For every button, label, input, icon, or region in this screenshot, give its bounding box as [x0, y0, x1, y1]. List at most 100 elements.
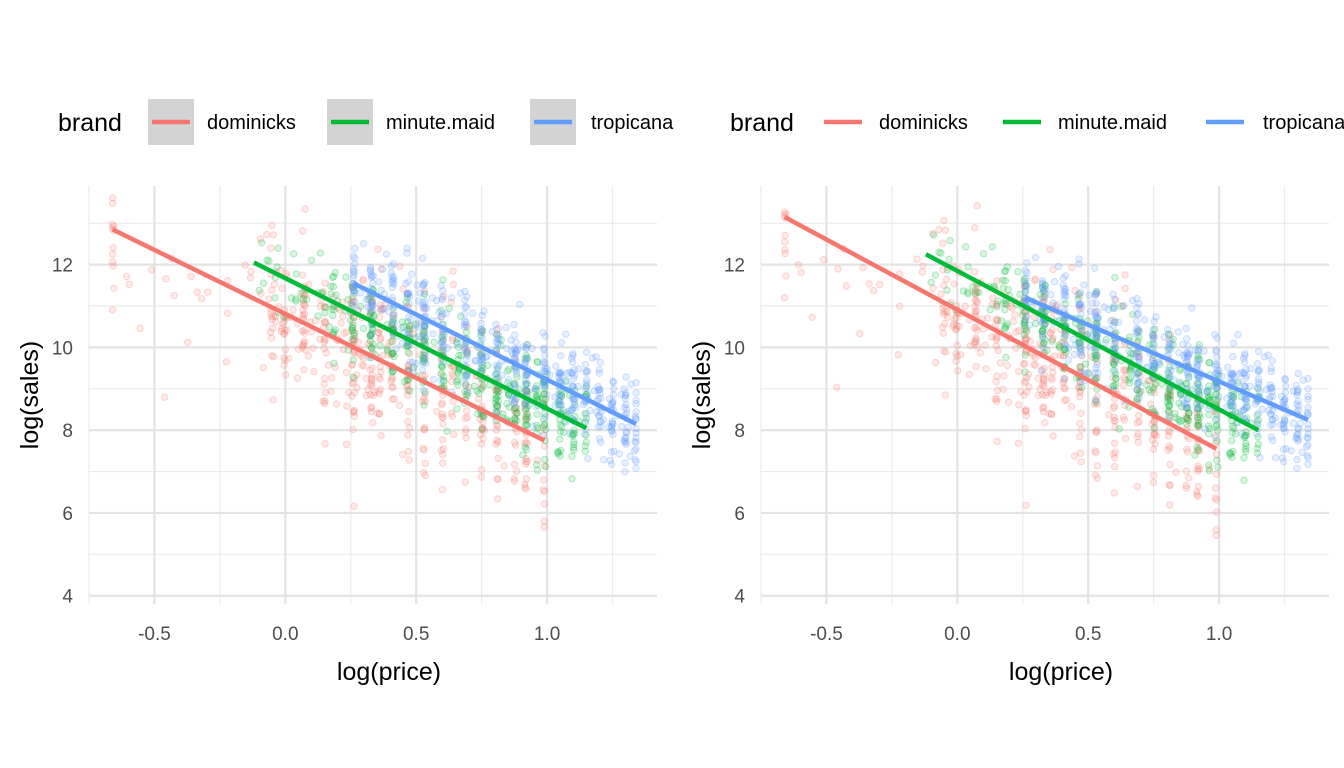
point-dominicks: [981, 341, 989, 350]
point-dominicks: [280, 329, 288, 337]
point-dominicks: [350, 412, 359, 420]
point-dominicks: [449, 267, 457, 275]
point-dominicks: [1015, 401, 1023, 409]
point-dominicks: [522, 411, 531, 420]
point-dominicks: [348, 379, 356, 388]
point-tropicana: [435, 308, 443, 316]
point-dominicks: [521, 439, 529, 448]
point-minute.maid: [473, 410, 482, 418]
point-dominicks: [108, 306, 117, 314]
point-dominicks: [1133, 482, 1142, 491]
point-tropicana: [420, 289, 428, 298]
point-minute.maid: [570, 446, 578, 454]
point-minute.maid: [383, 347, 392, 355]
point-dominicks: [368, 364, 376, 372]
point-dominicks: [320, 380, 328, 388]
point-dominicks: [350, 408, 358, 416]
point-minute.maid: [419, 330, 427, 338]
point-minute.maid: [492, 331, 501, 339]
point-tropicana: [390, 273, 398, 282]
point-dominicks: [1212, 470, 1221, 478]
point-dominicks: [147, 266, 156, 274]
point-minute.maid: [389, 349, 397, 358]
point-dominicks: [463, 348, 472, 356]
point-tropicana: [1256, 388, 1264, 396]
point-dominicks: [404, 362, 413, 370]
point-minute.maid: [437, 306, 445, 315]
point-dominicks: [478, 412, 487, 420]
point-dominicks: [420, 426, 429, 434]
point-minute.maid: [350, 329, 358, 337]
point-dominicks: [1212, 508, 1221, 516]
point-dominicks: [420, 305, 428, 313]
point-tropicana: [498, 371, 506, 379]
point-tropicana: [428, 294, 437, 302]
point-minute.maid: [461, 388, 469, 396]
point-tropicana: [420, 321, 429, 330]
point-dominicks: [437, 401, 446, 409]
point-tropicana: [1039, 334, 1047, 342]
point-dominicks: [299, 306, 307, 314]
point-minute.maid: [440, 331, 448, 339]
point-minute.maid: [1021, 351, 1030, 359]
point-dominicks: [476, 415, 484, 423]
point-minute.maid: [399, 323, 408, 331]
point-dominicks: [1000, 372, 1008, 380]
point-minute.maid: [539, 390, 548, 398]
point-dominicks: [367, 404, 375, 412]
point-dominicks: [375, 390, 384, 398]
point-dominicks: [109, 194, 117, 202]
point-tropicana: [529, 422, 537, 431]
point-minute.maid: [367, 329, 376, 338]
point-tropicana: [569, 349, 577, 358]
point-dominicks: [522, 438, 530, 446]
point-tropicana: [608, 460, 616, 468]
point-minute.maid: [406, 326, 414, 334]
point-minute.maid: [1004, 285, 1012, 294]
point-dominicks: [278, 324, 286, 333]
point-minute.maid: [511, 414, 519, 422]
point-minute.maid: [571, 412, 579, 420]
point-tropicana: [632, 424, 640, 433]
point-minute.maid: [457, 312, 465, 320]
point-tropicana: [405, 299, 413, 308]
point-dominicks: [359, 362, 368, 370]
point-dominicks: [1017, 387, 1025, 396]
point-dominicks: [477, 473, 486, 481]
point-tropicana: [1167, 366, 1175, 375]
point-minute.maid: [366, 331, 374, 340]
point-dominicks: [1110, 489, 1119, 497]
point-tropicana: [1302, 443, 1311, 451]
point-tropicana: [1023, 268, 1031, 277]
point-dominicks: [390, 395, 398, 403]
point-dominicks: [447, 409, 456, 417]
point-dominicks: [421, 397, 429, 406]
point-dominicks: [1020, 378, 1029, 387]
point-dominicks: [364, 339, 372, 348]
point-minute.maid: [462, 370, 470, 378]
point-tropicana: [1093, 288, 1101, 296]
point-minute.maid: [553, 448, 562, 456]
point-dominicks: [376, 301, 384, 309]
point-minute.maid: [541, 409, 549, 418]
point-tropicana: [1304, 460, 1312, 468]
point-minute.maid: [454, 343, 462, 351]
point-tropicana: [1194, 361, 1202, 369]
point-minute.maid: [368, 325, 376, 334]
point-dominicks: [404, 375, 412, 384]
point-tropicana: [367, 330, 376, 339]
point-dominicks: [300, 339, 308, 347]
point-dominicks: [540, 487, 549, 496]
point-tropicana: [1246, 364, 1255, 373]
point-tropicana: [552, 362, 560, 370]
point-dominicks: [420, 327, 429, 335]
point-tropicana: [584, 455, 592, 463]
point-dominicks: [162, 275, 170, 283]
point-dominicks: [293, 374, 302, 382]
point-dominicks: [268, 221, 276, 229]
point-minute.maid: [453, 338, 461, 347]
point-dominicks: [298, 327, 306, 335]
point-dominicks: [1030, 360, 1038, 369]
point-tropicana: [1254, 409, 1263, 418]
point-minute.maid: [454, 367, 462, 375]
